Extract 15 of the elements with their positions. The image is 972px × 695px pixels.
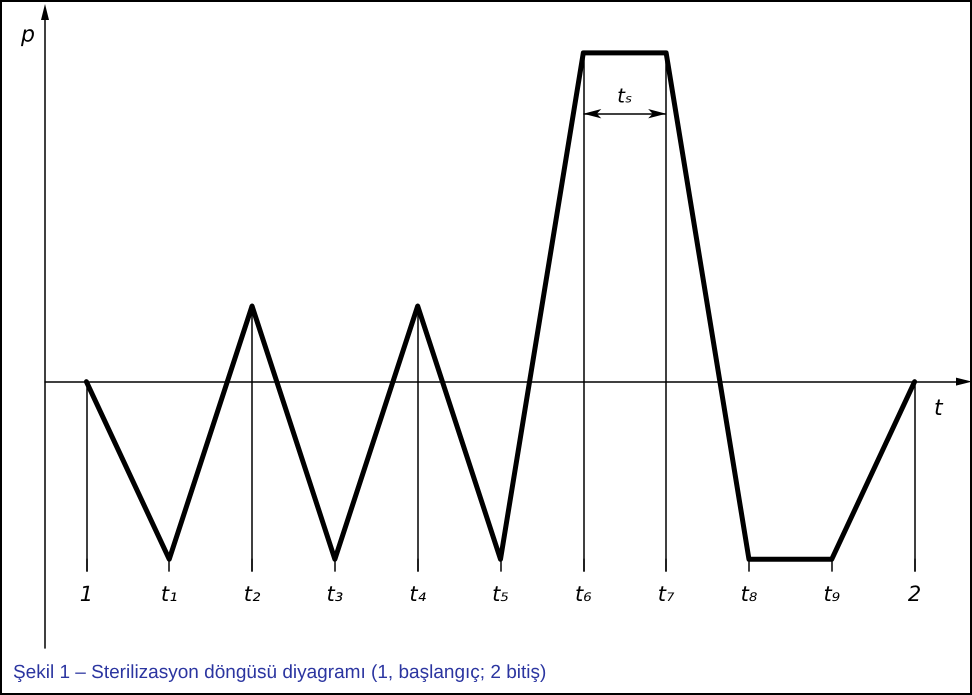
- y-axis-title: p: [20, 22, 35, 48]
- x-tick-label: t₈: [740, 582, 758, 606]
- text: Şekil 1 – Sterilizasyon döngüsü diyagramı (1, başlangıç; 2 bitiş): [13, 662, 546, 683]
- x-tick-label: 2: [908, 582, 922, 606]
- x-tick-label: t₂: [244, 582, 261, 606]
- x-tick-label: t₃: [326, 582, 344, 606]
- x-tick-label: t₁: [160, 582, 178, 606]
- x-tick-label: t₉: [823, 582, 841, 606]
- annotation: tₛ: [617, 84, 632, 108]
- x-tick-label: t₆: [574, 582, 592, 606]
- x-axis-title: t: [934, 396, 944, 422]
- x-tick-label: t₇: [658, 582, 676, 606]
- x-tick-label: t₅: [492, 582, 509, 606]
- x-tick-label: 1: [80, 582, 94, 606]
- x-tick-label: t₄: [409, 582, 427, 606]
